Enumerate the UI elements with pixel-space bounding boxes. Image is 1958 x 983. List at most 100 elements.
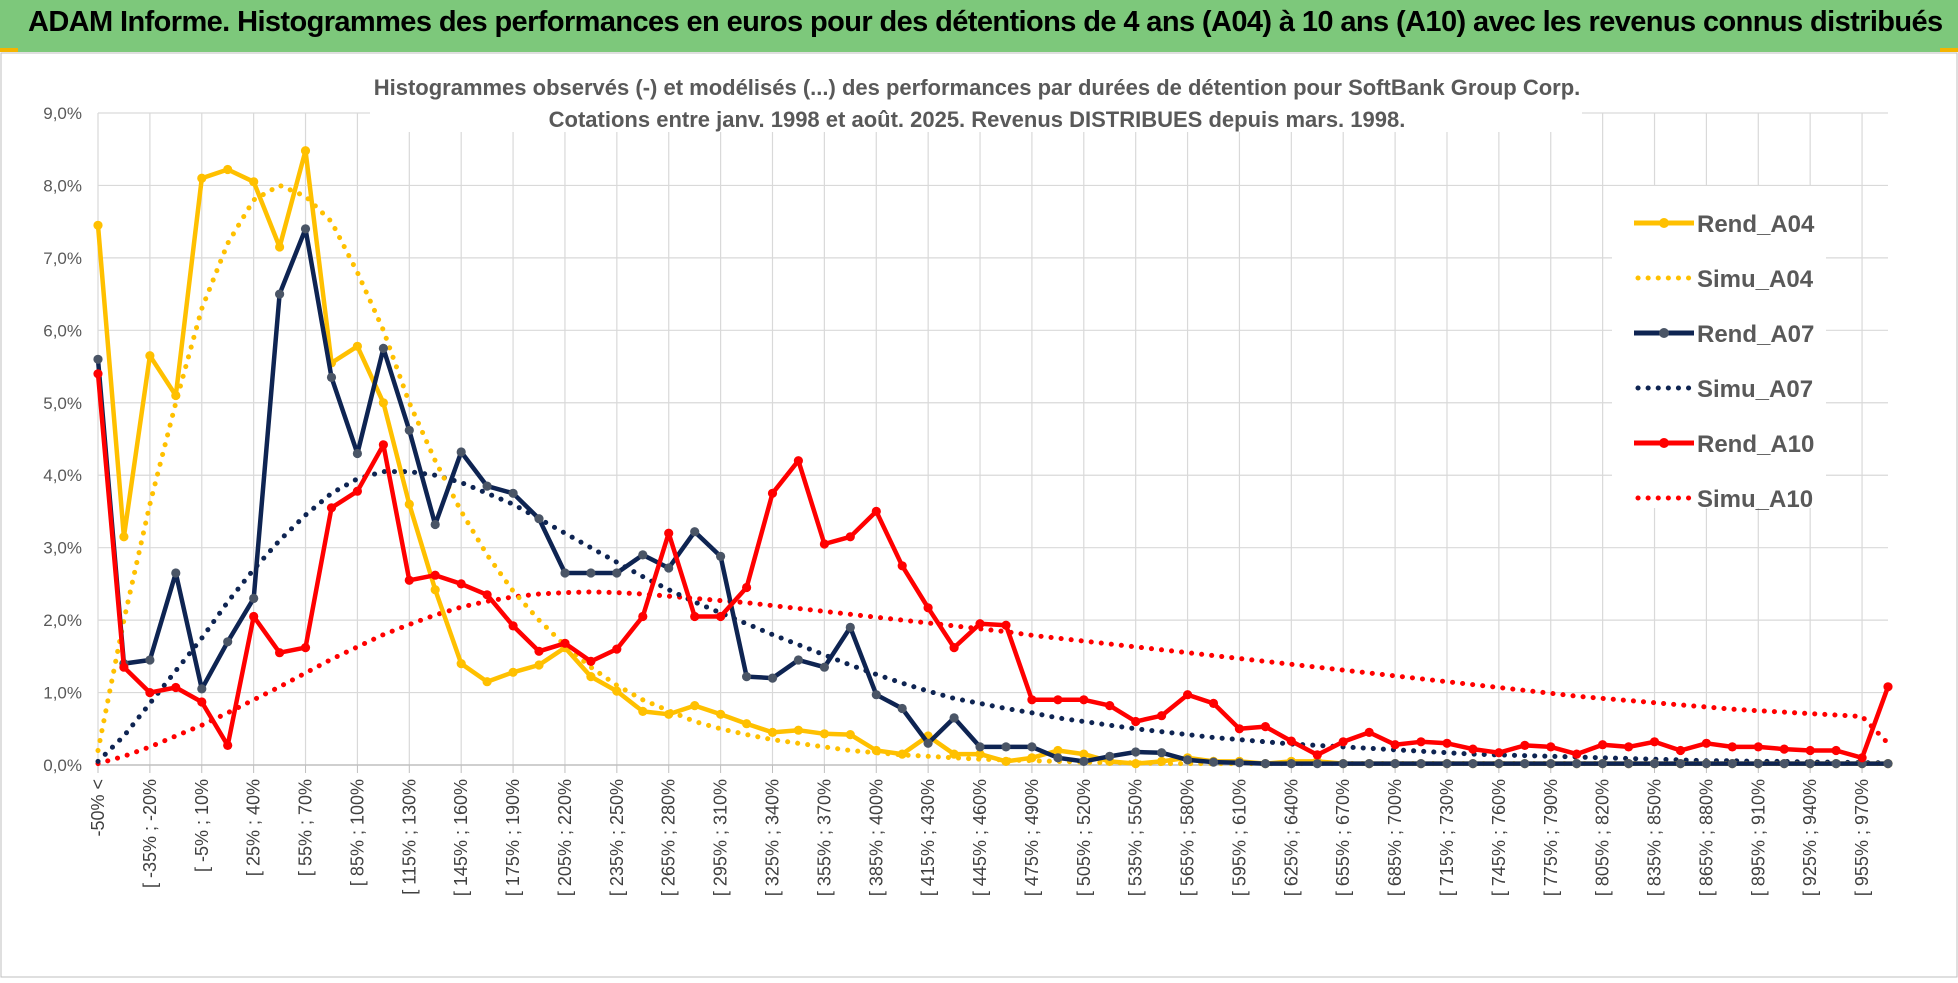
data-point bbox=[1468, 744, 1478, 754]
data-point bbox=[560, 638, 570, 648]
data-point bbox=[1286, 736, 1296, 746]
x-tick-label: [ 655% ; 670% bbox=[1333, 779, 1353, 896]
y-tick-label: 9,0% bbox=[43, 104, 82, 123]
data-point bbox=[197, 173, 207, 183]
data-point bbox=[197, 684, 207, 694]
data-point bbox=[326, 503, 337, 513]
series bbox=[93, 146, 1893, 769]
data-point bbox=[819, 539, 830, 549]
data-point bbox=[1001, 742, 1011, 752]
data-point bbox=[1105, 751, 1115, 761]
data-point bbox=[1649, 759, 1660, 769]
data-point bbox=[145, 688, 155, 698]
data-point bbox=[690, 527, 700, 537]
data-point bbox=[1312, 759, 1322, 769]
series-rend-a07 bbox=[93, 224, 1893, 769]
x-tick-label: [ 745% ; 760% bbox=[1489, 779, 1509, 896]
chart-title-group: Histogrammes observés (-) et modélisés (… bbox=[370, 58, 1582, 132]
data-point bbox=[612, 568, 622, 578]
data-point bbox=[638, 550, 648, 560]
data-point bbox=[1131, 716, 1141, 727]
legend-label: Simu_A07 bbox=[1697, 376, 1813, 403]
data-point bbox=[1338, 759, 1348, 769]
x-tick-label: [ 205% ; 220% bbox=[555, 779, 575, 896]
data-point bbox=[975, 742, 985, 752]
data-point bbox=[1001, 620, 1011, 630]
data-point bbox=[1183, 755, 1193, 765]
data-point bbox=[742, 582, 752, 593]
corner-mark-left bbox=[0, 48, 18, 52]
data-point bbox=[430, 570, 440, 580]
x-tick-label: [ 325% ; 340% bbox=[762, 779, 782, 896]
data-point bbox=[404, 499, 414, 509]
y-tick-label: 3,0% bbox=[43, 539, 82, 558]
data-point bbox=[508, 621, 518, 631]
data-point bbox=[197, 697, 207, 707]
data-point bbox=[171, 390, 181, 401]
chart-title-background bbox=[370, 58, 1582, 132]
data-point bbox=[1883, 682, 1893, 692]
data-point bbox=[1208, 757, 1219, 767]
x-tick-label: [ 415% ; 430% bbox=[918, 779, 938, 896]
data-point bbox=[1675, 759, 1686, 769]
x-tick-label: [ 685% ; 700% bbox=[1385, 779, 1405, 896]
data-point bbox=[1572, 749, 1582, 759]
data-point bbox=[1131, 747, 1141, 757]
series-simu-a10 bbox=[95, 589, 1891, 767]
data-point bbox=[586, 568, 596, 578]
chart-frame bbox=[0, 52, 1958, 978]
corner-mark-right bbox=[1940, 48, 1958, 52]
data-point bbox=[275, 289, 285, 299]
data-point bbox=[742, 719, 752, 729]
x-tick-label: [ 115% ; 130% bbox=[399, 779, 419, 895]
legend-label: Simu_A10 bbox=[1697, 486, 1813, 513]
data-point bbox=[223, 637, 233, 647]
series-line bbox=[95, 589, 1891, 767]
data-point bbox=[1416, 759, 1426, 769]
data-point bbox=[1520, 740, 1530, 751]
data-point bbox=[378, 343, 388, 353]
data-point bbox=[1779, 759, 1789, 769]
data-point bbox=[1390, 759, 1400, 769]
data-point bbox=[300, 224, 311, 234]
y-tick-label: 4,0% bbox=[43, 466, 82, 485]
data-point bbox=[223, 740, 233, 751]
data-point bbox=[1857, 753, 1867, 763]
data-point bbox=[119, 662, 129, 672]
x-tick-label: [ 835% ; 850% bbox=[1645, 779, 1665, 896]
data-point bbox=[1053, 753, 1063, 763]
legend-background bbox=[1612, 186, 1826, 508]
data-point bbox=[1260, 722, 1270, 732]
data-point bbox=[638, 611, 648, 622]
data-point bbox=[1494, 748, 1504, 758]
data-point bbox=[1105, 701, 1115, 711]
legend-label: Rend_A04 bbox=[1697, 211, 1815, 238]
x-tick-label: [ 715% ; 730% bbox=[1437, 779, 1457, 896]
legend: Rend_A04 Simu_A04 Rend_A07 Simu_A07 Rend_A10… bbox=[1612, 186, 1826, 513]
data-point bbox=[534, 646, 544, 656]
series-line bbox=[95, 469, 1891, 766]
data-point bbox=[300, 146, 311, 156]
data-point bbox=[171, 568, 181, 578]
data-point bbox=[560, 568, 570, 578]
data-point bbox=[767, 727, 778, 738]
data-point bbox=[1442, 759, 1452, 769]
data-point bbox=[1701, 738, 1711, 748]
data-point bbox=[949, 749, 959, 759]
data-point bbox=[352, 448, 362, 459]
x-tick-label: [ 175% ; 190% bbox=[503, 779, 523, 896]
data-point bbox=[1649, 737, 1660, 747]
series-simu-a07 bbox=[95, 469, 1891, 766]
data-point bbox=[664, 528, 674, 538]
data-point bbox=[1727, 742, 1737, 752]
x-tick-label: [ 145% ; 160% bbox=[451, 779, 471, 896]
data-point bbox=[352, 486, 362, 496]
x-tick-label: [ 25% ; 40% bbox=[244, 779, 264, 876]
data-point bbox=[1831, 759, 1841, 769]
y-tick-label: 7,0% bbox=[43, 249, 82, 268]
data-point bbox=[1234, 758, 1244, 768]
x-tick-label: [ 865% ; 880% bbox=[1696, 779, 1716, 896]
data-point bbox=[275, 648, 285, 658]
data-point bbox=[845, 532, 855, 542]
data-point bbox=[93, 220, 103, 230]
